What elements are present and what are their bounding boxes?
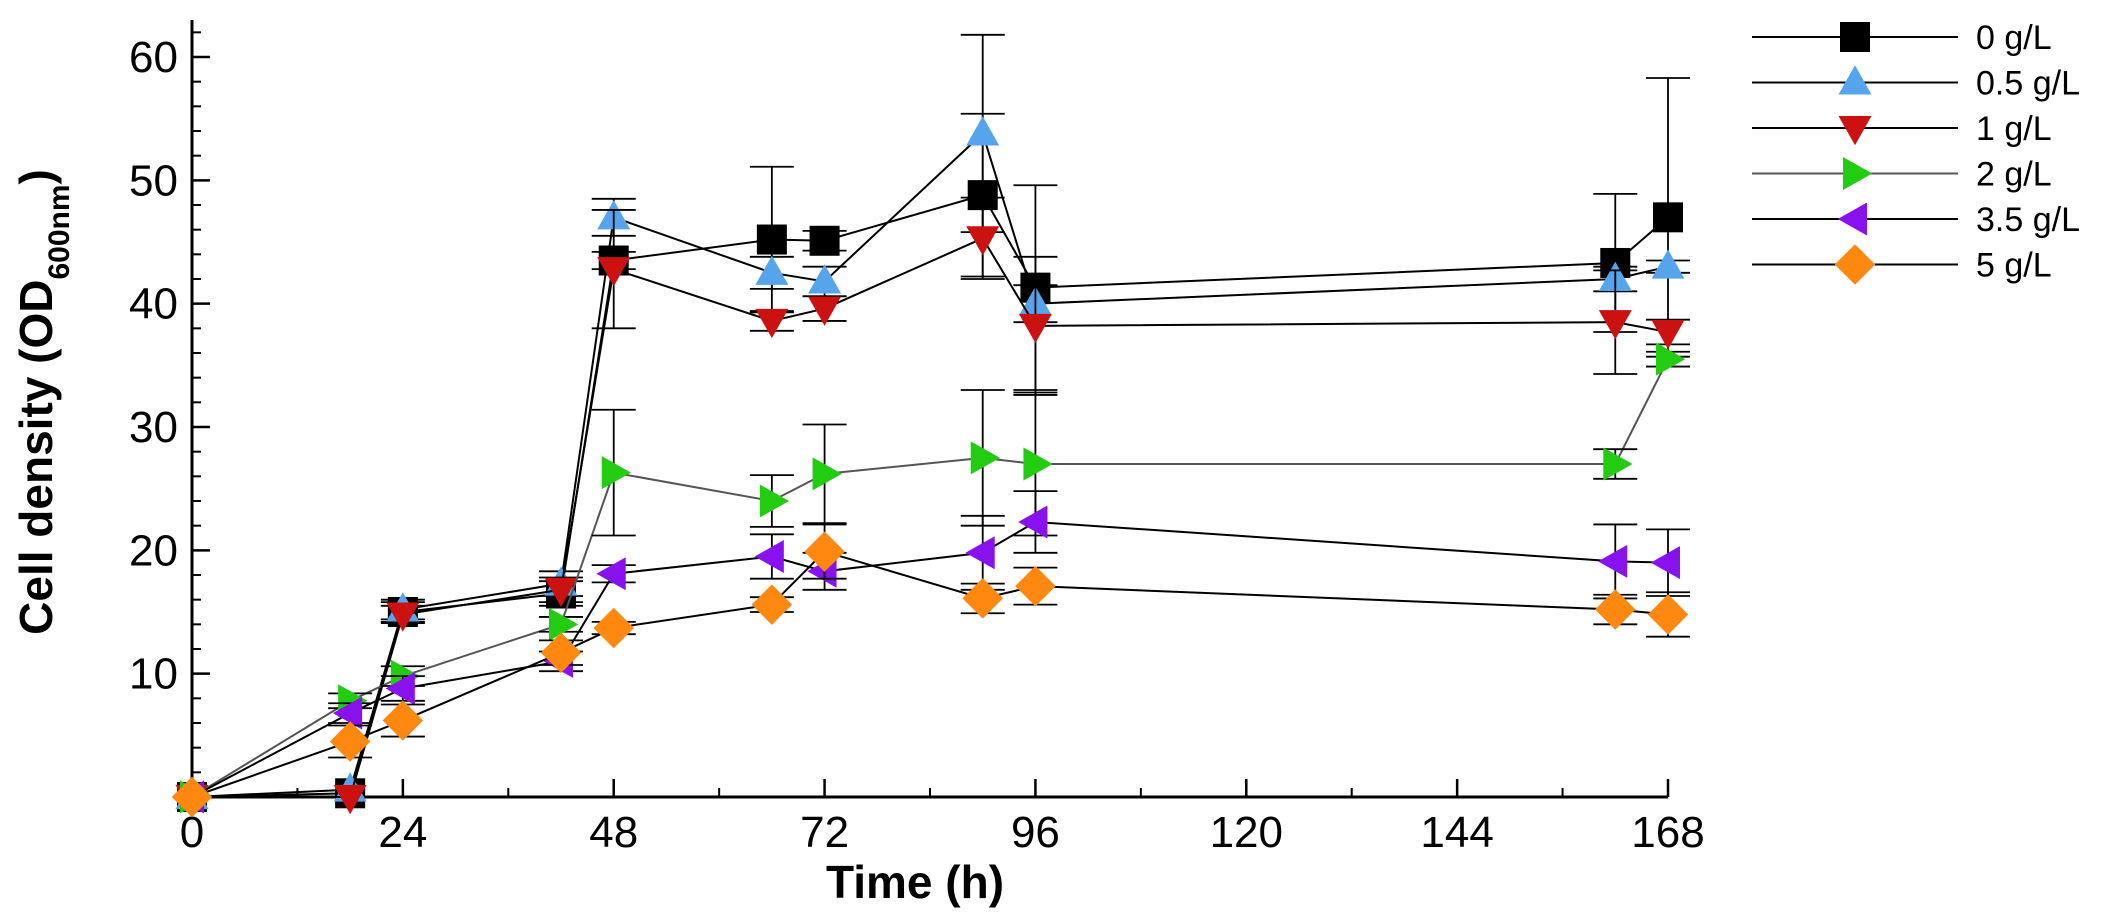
y-axis-title-subscript: 600nm — [43, 184, 76, 279]
legend-item: 2 g/L — [1752, 156, 2052, 194]
data-point — [601, 456, 631, 490]
legend-item: 3.5 g/L — [1752, 201, 2080, 239]
legend-item: 1 g/L — [1752, 110, 2052, 148]
data-point — [812, 457, 842, 491]
x-tick-label: 72 — [800, 808, 849, 857]
y-tick-label: 60 — [129, 33, 178, 82]
y-tick-label: 50 — [129, 156, 178, 205]
y-tick-label: 10 — [129, 650, 178, 699]
series-layer — [171, 33, 1690, 818]
data-point — [1598, 310, 1632, 340]
data-point — [333, 785, 367, 815]
series-line — [191, 358, 1669, 798]
x-tick-label: 24 — [378, 808, 427, 857]
data-point — [385, 671, 415, 705]
data-point — [1018, 313, 1052, 344]
data-point — [965, 536, 995, 570]
data-point — [593, 607, 634, 649]
legend-label: 3.5 g/L — [1976, 201, 2080, 239]
legend-marker — [1843, 157, 1873, 190]
x-tick-label: 120 — [1210, 808, 1283, 857]
y-axis-title: Cell density (OD600nm) — [10, 169, 76, 635]
legend-marker — [1837, 202, 1867, 236]
data-point — [970, 441, 1000, 475]
data-point — [759, 484, 790, 518]
series-5-g-l — [171, 523, 1690, 818]
series-line — [191, 520, 1669, 798]
data-point — [1650, 546, 1680, 580]
legend-marker — [1834, 244, 1876, 285]
data-point — [596, 557, 626, 591]
y-tick-label: 30 — [129, 403, 178, 452]
data-point — [962, 578, 1003, 619]
data-point — [540, 632, 582, 673]
data-point — [1023, 447, 1053, 481]
legend-marker — [1840, 22, 1870, 52]
y-tick-label: 20 — [129, 526, 178, 575]
data-point — [756, 224, 787, 255]
x-tick-label: 96 — [1011, 808, 1060, 857]
data-point — [809, 225, 840, 256]
legend-marker — [1838, 65, 1872, 95]
legend-label: 2 g/L — [1976, 156, 2052, 194]
data-point — [1595, 589, 1636, 630]
x-tick-label: 168 — [1631, 808, 1704, 857]
data-point — [808, 296, 842, 326]
data-point — [329, 721, 371, 762]
legend-item: 0 g/L — [1752, 19, 2052, 57]
x-tick-label: 48 — [589, 808, 638, 857]
legend-item: 0.5 g/L — [1752, 65, 2080, 103]
data-point — [332, 696, 363, 730]
y-axis-title-prefix: Cell density (OD — [10, 280, 62, 635]
y-tick-label: 40 — [129, 280, 178, 329]
legend-label: 0 g/L — [1976, 19, 2052, 57]
data-point — [755, 308, 789, 339]
data-point — [966, 226, 1000, 256]
data-point — [386, 602, 420, 632]
data-point — [1653, 202, 1683, 233]
data-point — [755, 255, 789, 285]
data-point — [966, 116, 1000, 146]
data-point — [549, 607, 579, 641]
legend-item: 5 g/L — [1752, 244, 2052, 285]
legend-label: 0.5 g/L — [1976, 65, 2080, 103]
data-point — [544, 577, 578, 608]
data-point — [1651, 320, 1685, 350]
data-point — [754, 540, 784, 573]
data-point — [1651, 249, 1685, 279]
data-point — [1015, 565, 1056, 607]
data-point — [382, 700, 424, 741]
data-point — [1647, 594, 1689, 635]
data-point — [808, 264, 842, 294]
x-tick-label: 144 — [1420, 808, 1493, 857]
series-3-5-g-l — [174, 490, 1690, 814]
data-point — [1656, 342, 1686, 376]
legend: 0 g/L 0.5 g/L 1 g/L 2 g/L 3.5 g/L 5 g/L — [1752, 19, 2080, 285]
series-2-g-l — [180, 342, 1690, 814]
y-axis-title-group: Cell density (OD600nm) — [10, 169, 76, 635]
data-point — [751, 584, 793, 625]
legend-marker — [1838, 116, 1872, 146]
data-point — [171, 776, 213, 818]
legend-label: 1 g/L — [1976, 110, 2052, 148]
x-axis-title: Time (h) — [826, 856, 1004, 908]
data-point — [1018, 505, 1048, 539]
legend-label: 5 g/L — [1976, 247, 2052, 285]
y-axis-title-suffix: ) — [10, 169, 62, 184]
data-point — [597, 257, 631, 287]
data-point — [1598, 544, 1628, 578]
data-point — [1603, 447, 1633, 481]
data-point — [804, 531, 845, 572]
